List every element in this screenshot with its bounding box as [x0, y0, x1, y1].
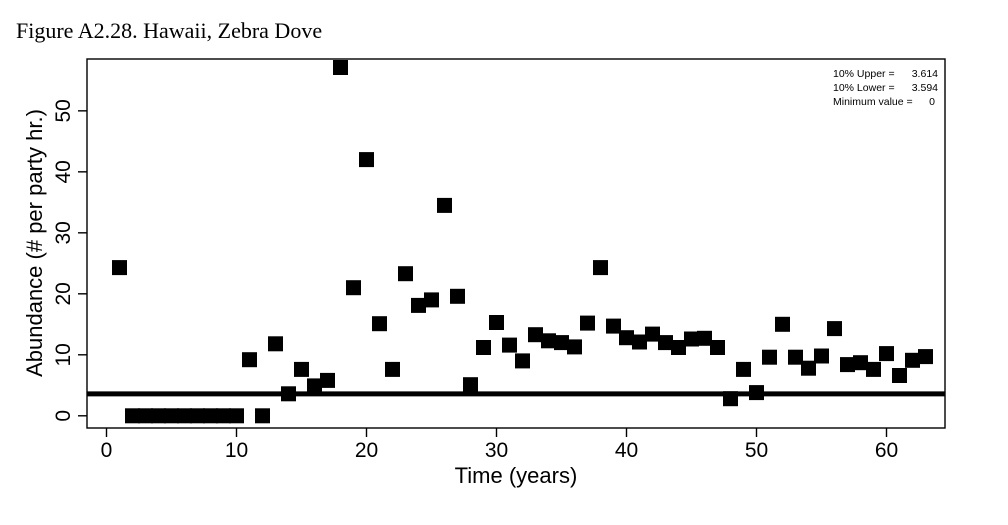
legend-minimum-label: Minimum value = [833, 96, 913, 108]
y-axis-label: Abundance (# per party hr.) [22, 109, 47, 377]
data-point [606, 318, 621, 334]
data-point [242, 352, 257, 368]
data-point [853, 355, 868, 371]
x-tick-label: 40 [615, 439, 638, 462]
x-axis-label: Time (years) [455, 463, 578, 488]
legend-lower-label: 10% Lower = [833, 82, 895, 94]
data-point [463, 377, 478, 393]
data-point [372, 316, 387, 332]
y-tick-label: 20 [52, 282, 75, 305]
data-point [541, 333, 556, 349]
data-point [775, 316, 790, 332]
data-point [164, 408, 179, 424]
data-point [567, 339, 582, 355]
data-point [450, 288, 465, 304]
x-tick-label: 10 [225, 439, 248, 462]
data-point [918, 349, 933, 365]
data-point [424, 292, 439, 308]
data-point [645, 326, 660, 342]
data-point [827, 321, 842, 337]
data-point [281, 386, 296, 402]
data-point [437, 197, 452, 213]
data-point [359, 152, 374, 168]
data-point [268, 336, 283, 352]
y-tick-label: 30 [52, 221, 75, 244]
data-point [229, 408, 244, 424]
data-point [554, 335, 569, 351]
data-point [112, 260, 127, 276]
data-point [801, 360, 816, 376]
legend-upper-label: 10% Upper = [833, 68, 895, 80]
data-point [905, 352, 920, 368]
data-point [333, 60, 348, 75]
data-point [385, 361, 400, 377]
legend-upper-value: 3.614 [912, 68, 938, 80]
data-point [658, 335, 673, 351]
y-tick-label: 40 [52, 160, 75, 183]
data-point [619, 330, 634, 346]
y-tick-label: 10 [52, 343, 75, 366]
data-point [489, 315, 504, 330]
data-point [580, 315, 595, 331]
data-point [125, 408, 140, 424]
y-tick-label: 50 [52, 99, 75, 122]
data-point [762, 349, 777, 365]
data-point [203, 408, 218, 424]
plot-frame [86, 58, 946, 429]
data-point [255, 408, 270, 424]
data-point [788, 349, 803, 365]
legend-lower-value: 3.594 [912, 82, 938, 94]
x-axis: 0 10 20 30 40 50 60 [101, 428, 898, 462]
data-point [840, 357, 855, 373]
data-point [723, 391, 738, 407]
data-point [190, 408, 205, 424]
data-point [398, 266, 413, 282]
data-point [307, 378, 322, 394]
y-tick-label: 0 [52, 410, 75, 422]
data-point [892, 368, 907, 383]
x-tick-label: 0 [101, 439, 113, 462]
figure-title: Figure A2.28. Hawaii, Zebra Dove [16, 18, 323, 43]
data-point [476, 340, 491, 355]
data-point [593, 260, 608, 276]
x-tick-label: 30 [485, 439, 508, 462]
data-point [632, 334, 647, 350]
x-tick-label: 60 [875, 439, 898, 462]
data-point [515, 353, 530, 369]
data-point [528, 327, 543, 343]
data-point [177, 408, 192, 424]
data-point [320, 372, 335, 388]
data-point [671, 340, 686, 355]
x-tick-label: 50 [745, 439, 768, 462]
data-point [151, 408, 166, 424]
data-point [814, 348, 829, 364]
legend-minimum-value: 0 [929, 96, 935, 108]
data-point [710, 340, 725, 355]
legend-box: 10% Upper = 3.614 10% Lower = 3.594 Mini… [833, 68, 938, 108]
data-point [138, 408, 153, 424]
data-point [749, 385, 764, 401]
data-point [697, 330, 712, 346]
data-point [411, 297, 426, 313]
data-point [216, 408, 231, 424]
data-points [112, 60, 933, 424]
data-point [346, 280, 361, 296]
data-point [502, 337, 517, 353]
data-point [294, 361, 309, 377]
x-tick-label: 20 [355, 439, 378, 462]
data-point [684, 331, 699, 347]
y-axis: 0 10 20 30 40 50 [52, 99, 87, 422]
data-point [879, 346, 894, 362]
data-point [866, 361, 881, 377]
data-point [736, 361, 751, 377]
